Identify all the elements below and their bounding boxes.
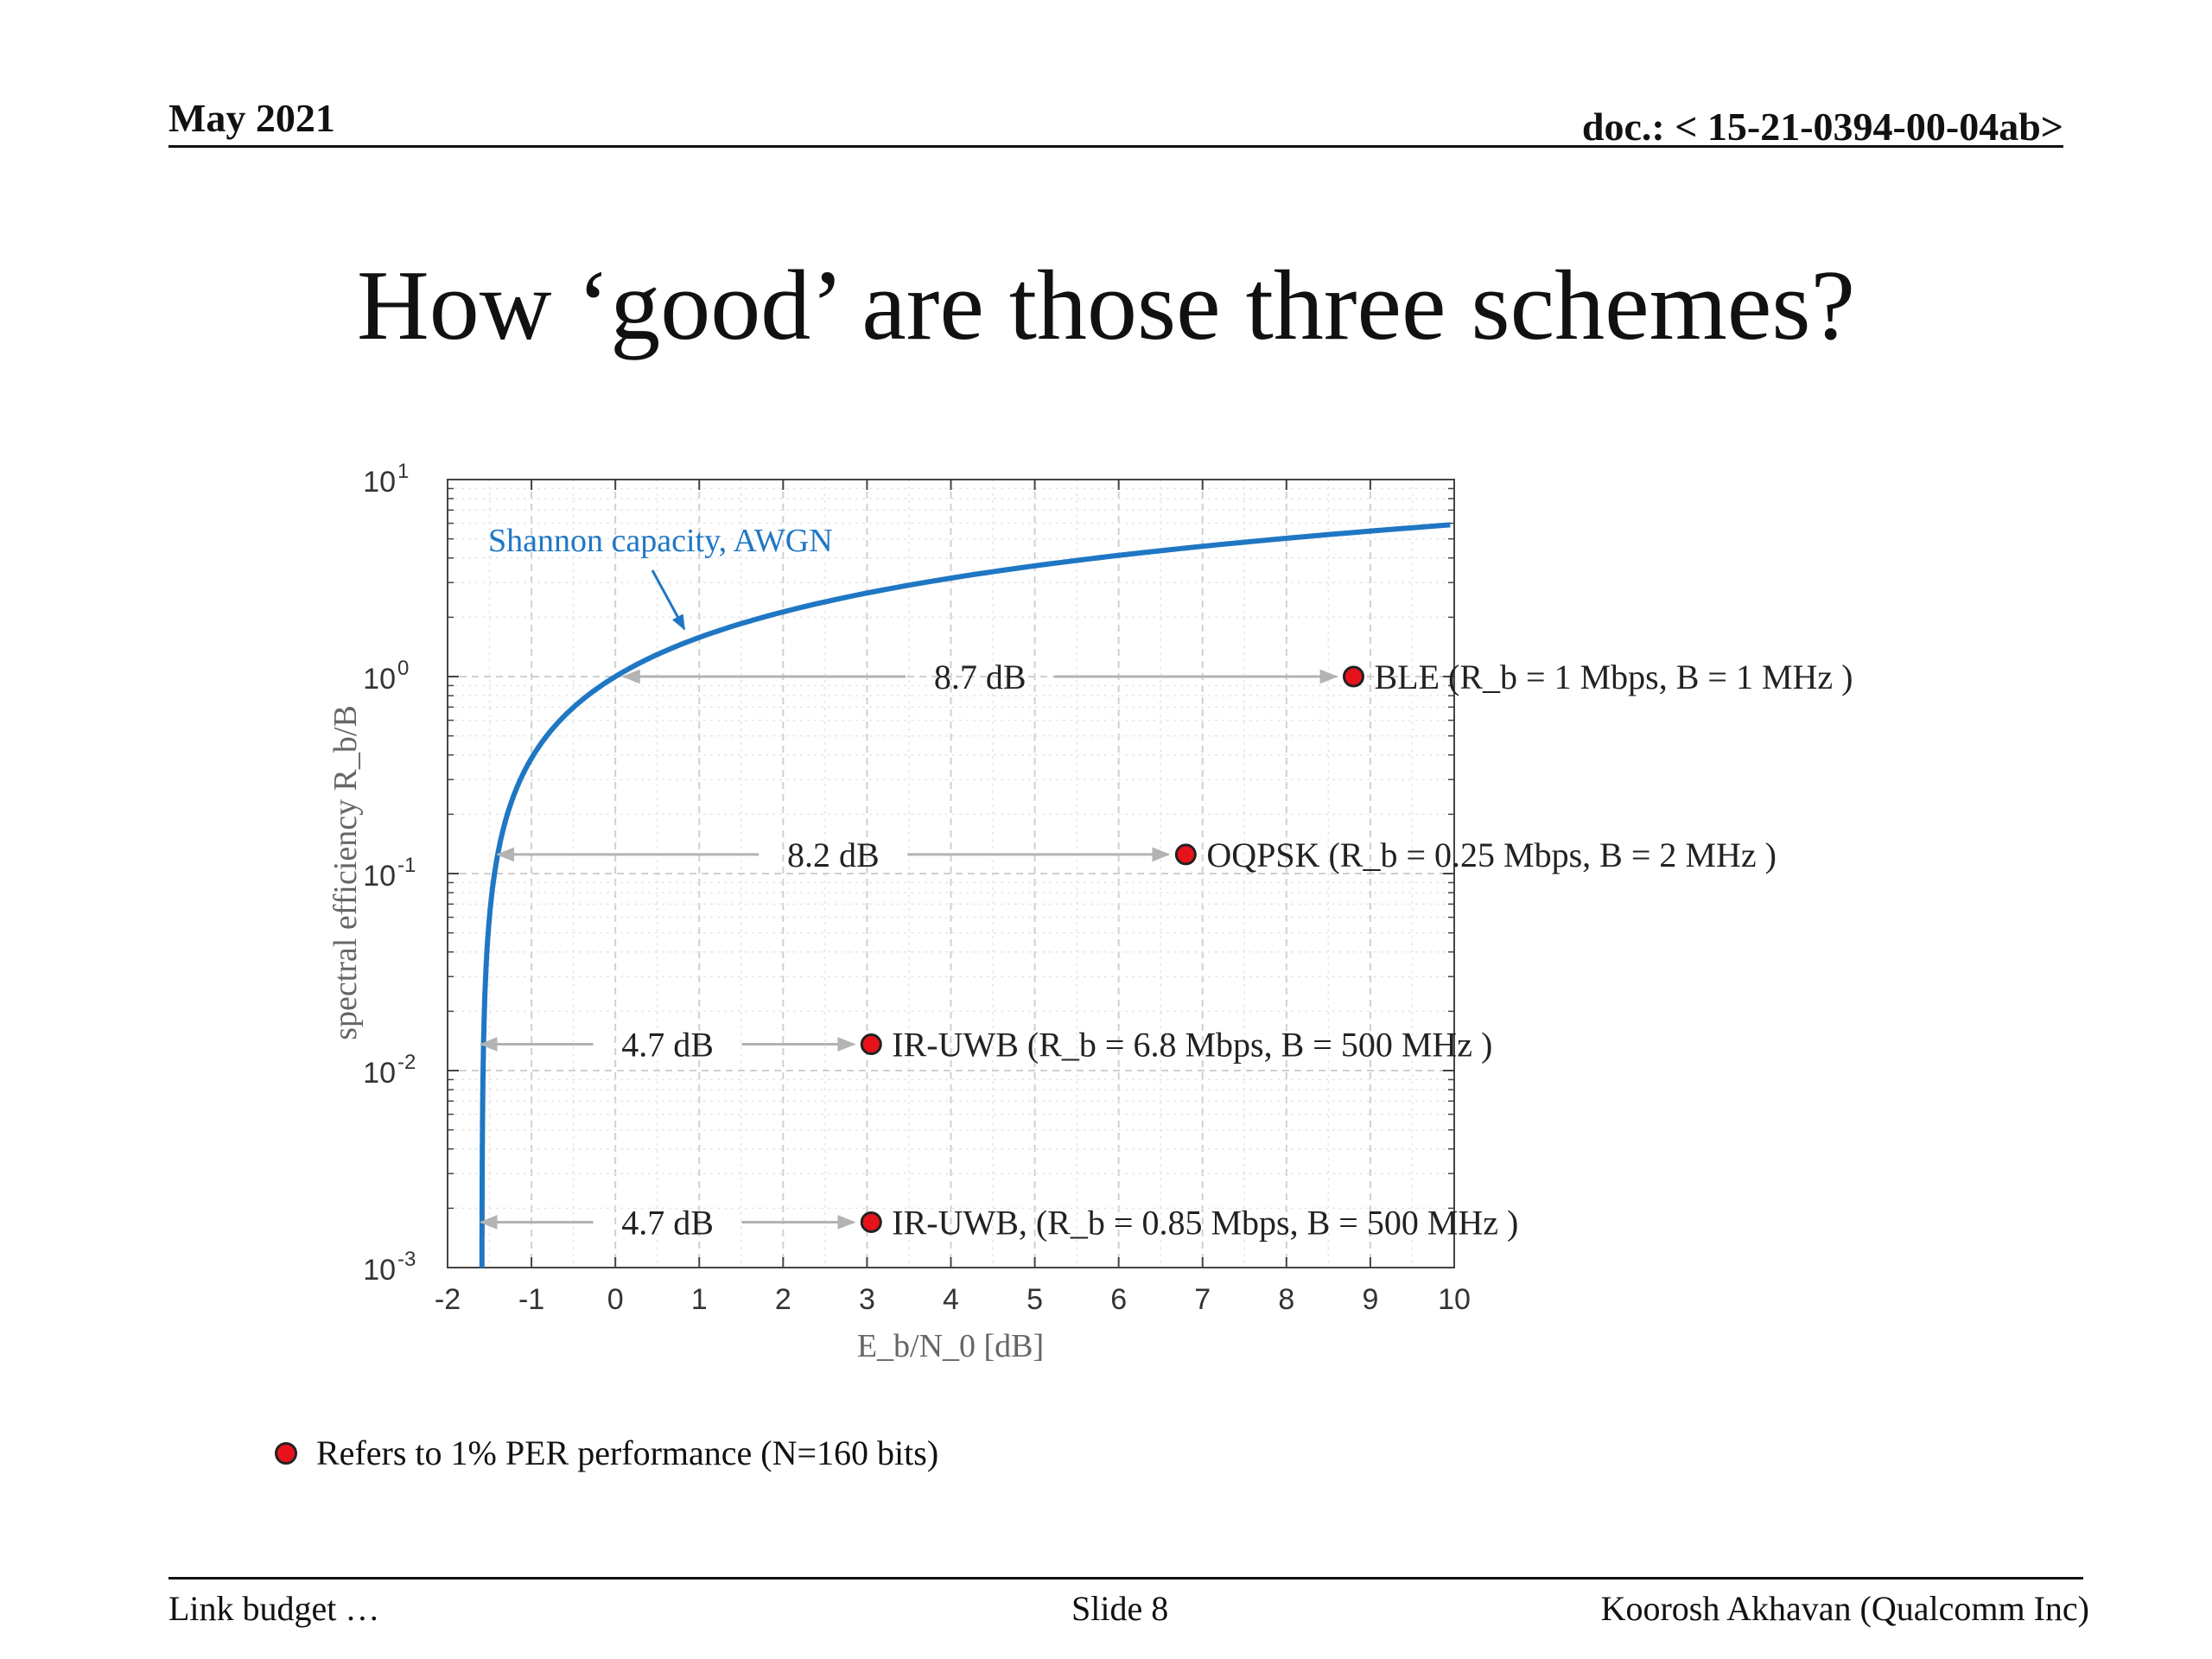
x-tick-label: 5 bbox=[1027, 1283, 1043, 1316]
scheme-label: BLE (R_b = 1 Mbps, B = 1 MHz ) bbox=[1375, 658, 1853, 696]
x-tick-label: 8 bbox=[1278, 1283, 1294, 1316]
footnote: Refers to 1% PER performance (N=160 bits… bbox=[275, 1433, 938, 1473]
gap-label: 8.2 dB bbox=[787, 836, 880, 874]
footer-left: Link budget … bbox=[168, 1589, 380, 1628]
curve-annotation-arrow bbox=[651, 569, 686, 631]
slide-title: How ‘good’ are those three schemes? bbox=[357, 251, 1855, 361]
x-tick-label: -1 bbox=[518, 1283, 544, 1316]
axis-ticks bbox=[447, 479, 1455, 1268]
y-axis-label: spectral efficiency R_b/B bbox=[327, 705, 364, 1040]
x-tick-labels: -2 -1 0 1 2 3 4 5 6 7 8 9 10 bbox=[435, 1283, 1471, 1316]
header-doc-id: doc.: < 15-21-0394-00-04ab> bbox=[1581, 105, 2063, 149]
x-axis-label: E_b/N_0 [dB] bbox=[857, 1328, 1044, 1364]
footer-author: Koorosh Akhavan (Qualcomm Inc) bbox=[1600, 1589, 2089, 1628]
curve-annotation: Shannon capacity, AWGN bbox=[488, 523, 833, 559]
gap-annotations: 8.7 dB 8.2 dB 4.7 dB 4.7 dB bbox=[479, 658, 1338, 1242]
x-tick-label: 3 bbox=[859, 1283, 875, 1316]
scheme-point bbox=[1343, 665, 1364, 688]
y-tick-label: 10 bbox=[363, 1254, 396, 1287]
y-tick-label: 10 bbox=[363, 466, 396, 499]
header-date: May 2021 bbox=[168, 96, 335, 140]
gap-label: 4.7 dB bbox=[621, 1203, 714, 1242]
y-tick-exponent: -3 bbox=[397, 1248, 416, 1271]
scheme-label: IR-UWB, (R_b = 0.85 Mbps, B = 500 MHz ) bbox=[892, 1203, 1518, 1242]
scheme-points: BLE (R_b = 1 Mbps, B = 1 MHz ) OQPSK (R_b… bbox=[860, 658, 1853, 1242]
x-tick-label: 7 bbox=[1194, 1283, 1211, 1316]
x-tick-label: 2 bbox=[775, 1283, 791, 1316]
footnote-marker-icon bbox=[275, 1441, 297, 1465]
scheme-point bbox=[860, 1211, 882, 1233]
y-tick-exponent: 1 bbox=[397, 460, 409, 483]
x-tick-label: 6 bbox=[1110, 1283, 1127, 1316]
gap-label: 4.7 dB bbox=[621, 1026, 714, 1065]
x-tick-label: 9 bbox=[1362, 1283, 1378, 1316]
y-tick-exponent: -2 bbox=[397, 1051, 416, 1074]
scheme-point bbox=[860, 1033, 882, 1056]
x-tick-label: -2 bbox=[435, 1283, 461, 1316]
y-tick-exponent: 0 bbox=[397, 657, 409, 680]
shannon-capacity-curve bbox=[479, 522, 1451, 1268]
x-tick-label: 4 bbox=[943, 1283, 959, 1316]
y-tick-exponent: -1 bbox=[397, 854, 416, 877]
x-tick-label: 1 bbox=[691, 1283, 708, 1316]
scheme-point bbox=[1174, 843, 1197, 866]
x-tick-label: 0 bbox=[607, 1283, 624, 1316]
header-rule bbox=[168, 145, 2063, 148]
footnote-text: Refers to 1% PER performance (N=160 bits… bbox=[316, 1433, 939, 1472]
footer-slide-number: Slide 8 bbox=[1071, 1589, 1169, 1628]
y-tick-label: 10 bbox=[363, 663, 396, 696]
x-tick-label: 10 bbox=[1438, 1283, 1471, 1316]
y-tick-label: 10 bbox=[363, 860, 396, 893]
footer-rule bbox=[168, 1577, 2083, 1580]
gap-label: 8.7 dB bbox=[934, 658, 1027, 696]
scheme-label: IR-UWB (R_b = 6.8 Mbps, B = 500 MHz ) bbox=[892, 1026, 1492, 1065]
scheme-label: OQPSK (R_b = 0.25 Mbps, B = 2 MHz ) bbox=[1206, 836, 1777, 874]
y-tick-label: 10 bbox=[363, 1057, 396, 1090]
